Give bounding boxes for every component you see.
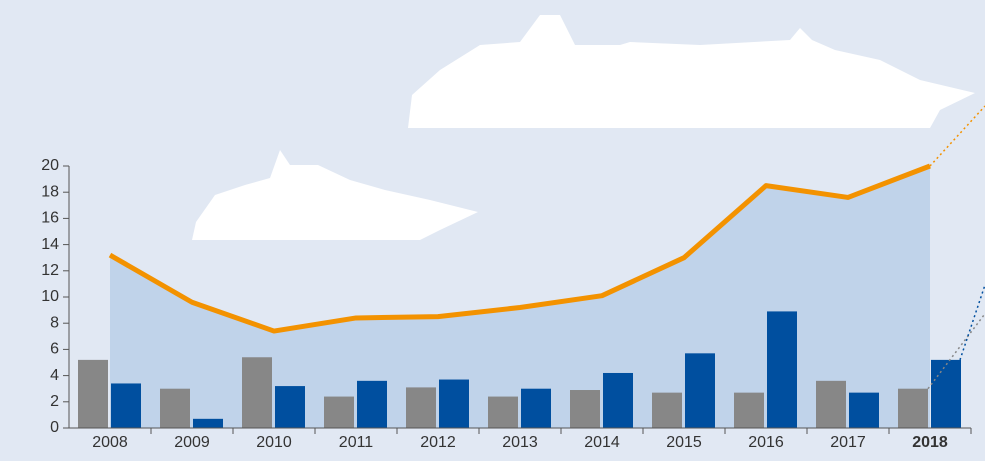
bar xyxy=(242,357,272,428)
leader-line xyxy=(959,284,985,361)
x-tick-label: 2014 xyxy=(584,434,620,451)
y-tick-label: 12 xyxy=(41,262,59,279)
yacht xyxy=(192,150,478,240)
bar xyxy=(160,388,190,428)
x-tick-label: 2018 xyxy=(912,434,948,451)
bar xyxy=(406,387,436,428)
bar xyxy=(931,359,961,428)
bar xyxy=(603,372,633,428)
y-tick-label: 8 xyxy=(50,314,59,331)
area xyxy=(110,166,930,428)
y-tick-label: 10 xyxy=(41,288,59,305)
bar xyxy=(324,396,354,428)
bar xyxy=(488,396,518,428)
line xyxy=(108,163,931,334)
y-tick-label: 16 xyxy=(41,210,59,227)
bar xyxy=(767,311,797,428)
x-tick-label: 2010 xyxy=(256,434,292,451)
leader-line xyxy=(929,105,985,167)
bar xyxy=(275,386,305,428)
bar xyxy=(816,380,846,428)
y-tick-label: 0 xyxy=(50,419,59,436)
y-tick-label: 18 xyxy=(41,183,59,200)
bar xyxy=(652,392,682,428)
y-tick-label: 2 xyxy=(50,393,59,410)
bar xyxy=(193,418,223,428)
x-tick-label: 2017 xyxy=(830,434,866,451)
y-tick-label: 4 xyxy=(50,367,59,384)
bar xyxy=(570,390,600,428)
bar xyxy=(521,388,551,428)
bar xyxy=(439,379,469,428)
cruise-ship xyxy=(408,15,975,128)
x-tick-label: 2015 xyxy=(666,434,702,451)
ship-illustrations xyxy=(192,15,975,240)
bar xyxy=(898,388,928,428)
x-tick-label: 2012 xyxy=(420,434,456,451)
bar xyxy=(685,353,715,428)
x-tick-label: 2009 xyxy=(174,434,210,451)
bar xyxy=(78,359,108,428)
y-tick-label: 20 xyxy=(41,157,59,174)
x-tick-label: 2008 xyxy=(92,434,128,451)
bar xyxy=(734,392,764,428)
x-tick-label: 2011 xyxy=(339,434,374,451)
bar xyxy=(849,392,879,428)
leader-line xyxy=(927,313,985,390)
bar xyxy=(111,383,141,428)
x-tick-label: 2013 xyxy=(502,434,538,451)
bar xyxy=(357,380,387,428)
x-tick-label: 2016 xyxy=(748,434,784,451)
y-tick-label: 6 xyxy=(50,341,59,358)
y-tick-label: 14 xyxy=(41,236,59,253)
